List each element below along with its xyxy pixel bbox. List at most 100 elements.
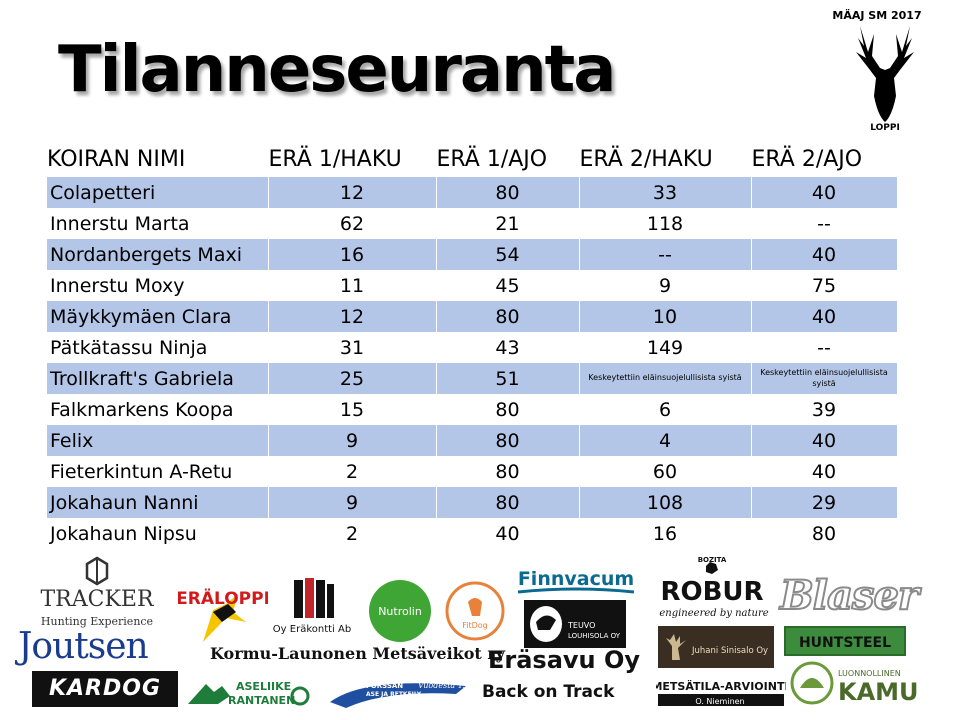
dog-name: Fieterkintun A-Retu: [47, 456, 269, 487]
score-cell: 40: [751, 301, 898, 332]
dog-name: Jokahaun Nipsu: [47, 518, 269, 549]
score-cell: 40: [751, 456, 898, 487]
dog-name: Felix: [47, 425, 269, 456]
table-row: Jokahaun Nanni 9 80 108 29: [47, 487, 898, 518]
table-row: Innerstu Marta 62 21 118 --: [47, 208, 898, 239]
robur-logo: BOZITA ROBUR engineered by nature: [659, 556, 768, 619]
metsatila-person: O. Nieminen: [695, 697, 744, 706]
score-cell: 43: [436, 332, 580, 363]
score-cell: 80: [436, 425, 580, 456]
interrupted-note: Keskeytettiin eläinsuojelullisista syist…: [751, 363, 898, 394]
table-row: Falkmarkens Koopa 15 80 6 39: [47, 394, 898, 425]
deer-logo: LOPPI: [856, 26, 914, 132]
dog-name: Pätkätassu Ninja: [47, 332, 269, 363]
dog-name: Jokahaun Nanni: [47, 487, 269, 518]
table-row: Trollkraft's Gabriela 25 51 Keskeytettii…: [47, 363, 898, 394]
sinisalo-name: Juhani Sinisalo Oy: [691, 646, 768, 656]
robur-name: ROBUR: [660, 577, 763, 607]
table-row: Innerstu Moxy 11 45 9 75: [47, 270, 898, 301]
dog-name: Mäykkymäen Clara: [47, 301, 269, 332]
forssan-line2: ASE JA RETKEILY: [366, 691, 422, 698]
kamu-line2: KAMU: [838, 678, 918, 706]
score-cell: 10: [579, 301, 752, 332]
score-cell: 15: [268, 394, 437, 425]
score-cell: 2: [268, 456, 437, 487]
table-row: Mäykkymäen Clara 12 80 10 40: [47, 301, 898, 332]
nutrolin-name: Nutrolin: [378, 605, 422, 618]
score-cell: 39: [751, 394, 898, 425]
score-cell: 60: [579, 456, 752, 487]
fitdog-name: FitDog: [462, 621, 488, 630]
tracker-name: TRACKER: [40, 587, 154, 612]
score-cell: 25: [268, 363, 437, 394]
joutsen-logo: Joutsen: [18, 626, 149, 667]
score-cell: 40: [436, 518, 580, 549]
event-place: LOPPI: [870, 123, 900, 132]
score-cell: 31: [268, 332, 437, 363]
score-cell: --: [751, 332, 898, 363]
kardog-logo: KARDOG: [32, 671, 178, 707]
score-cell: 118: [579, 208, 752, 239]
kamu-logo: LUONNOLLINEN KAMU: [790, 661, 918, 706]
sinisalo-logo: Juhani Sinisalo Oy: [658, 626, 774, 668]
score-cell: 80: [436, 456, 580, 487]
score-cell: 11: [268, 270, 437, 301]
erasavu-logo: Eräsavu Oy: [488, 646, 641, 674]
table-row: Fieterkintun A-Retu 2 80 60 40: [47, 456, 898, 487]
event-label: MÄAJ SM 2017: [832, 9, 922, 22]
header-row: KOIRAN NIMI ERÄ 1/HAKU ERÄ 1/AJO ERÄ 2/H…: [47, 141, 898, 177]
dog-name: Innerstu Marta: [47, 208, 269, 239]
score-cell: 80: [436, 394, 580, 425]
table-row: Felix 9 80 4 40: [47, 425, 898, 456]
dog-name: Trollkraft's Gabriela: [47, 363, 269, 394]
teuvo-line1: TEUVO: [567, 621, 595, 630]
score-cell: 9: [268, 487, 437, 518]
nutrolin-logo: Nutrolin: [369, 580, 431, 642]
huntsteel-logo: HUNTSTEEL: [784, 626, 906, 656]
erakontti-name: Oy Eräkontti Ab: [273, 624, 351, 635]
score-cell: 9: [579, 270, 752, 301]
metsatila-logo: METSÄTILA-ARVIOINTI O. Nieminen: [656, 679, 786, 706]
score-table: KOIRAN NIMI ERÄ 1/HAKU ERÄ 1/AJO ERÄ 2/H…: [47, 141, 898, 549]
score-cell: 40: [751, 425, 898, 456]
page-title: Tilanneseuranta: [58, 33, 616, 107]
tracker-logo: TRACKER Hunting Experience: [40, 556, 155, 628]
forssan-line1: FORSSAN: [366, 682, 403, 690]
score-cell: 12: [268, 301, 437, 332]
score-cell: 51: [436, 363, 580, 394]
header-round1-search: ERÄ 1/HAKU: [268, 141, 437, 177]
header-round2-drive: ERÄ 2/AJO: [751, 141, 898, 177]
score-cell: 149: [579, 332, 752, 363]
score-cell: 80: [436, 487, 580, 518]
score-cell: 29: [751, 487, 898, 518]
kormu-logo: Kormu-Launonen Metsäveikot ry: [210, 644, 506, 663]
score-cell: 2: [268, 518, 437, 549]
erakontti-logo: Oy Eräkontti Ab: [273, 578, 351, 635]
robur-tagline: engineered by nature: [659, 608, 768, 619]
score-cell: --: [751, 208, 898, 239]
aseliike-line1: ASELIIKE: [236, 680, 291, 693]
aseliike-line2: RANTANEN: [228, 694, 295, 707]
score-cell: 21: [436, 208, 580, 239]
header-dog-name: KOIRAN NIMI: [47, 141, 269, 177]
score-cell: 54: [436, 239, 580, 270]
metsatila-name: METSÄTILA-ARVIOINTI: [656, 679, 786, 693]
table-row: Nordanbergets Maxi 16 54 -- 40: [47, 239, 898, 270]
finnvacum-logo: Finnvacum: [518, 568, 634, 594]
forssan-logo: FORSSAN ASE JA RETKEILY Vuodesta 1991: [330, 681, 472, 708]
finnvacum-name: Finnvacum: [518, 568, 634, 590]
score-cell: 62: [268, 208, 437, 239]
score-cell: 45: [436, 270, 580, 301]
score-cell: 75: [751, 270, 898, 301]
dog-name: Innerstu Moxy: [47, 270, 269, 301]
blaser-logo: Blaser: [779, 571, 920, 620]
score-cell: --: [579, 239, 752, 270]
dog-name: Nordanbergets Maxi: [47, 239, 269, 270]
score-cell: 4: [579, 425, 752, 456]
score-cell: 80: [751, 518, 898, 549]
score-cell: 80: [436, 177, 580, 208]
eraloppi-logo: ERÄLOPPI: [178, 587, 268, 642]
kamu-line1: LUONNOLLINEN: [838, 669, 901, 678]
interrupted-note: Keskeytettiin eläinsuojelullisista syist…: [579, 363, 752, 394]
tracker-tagline: Hunting Experience: [41, 615, 153, 628]
